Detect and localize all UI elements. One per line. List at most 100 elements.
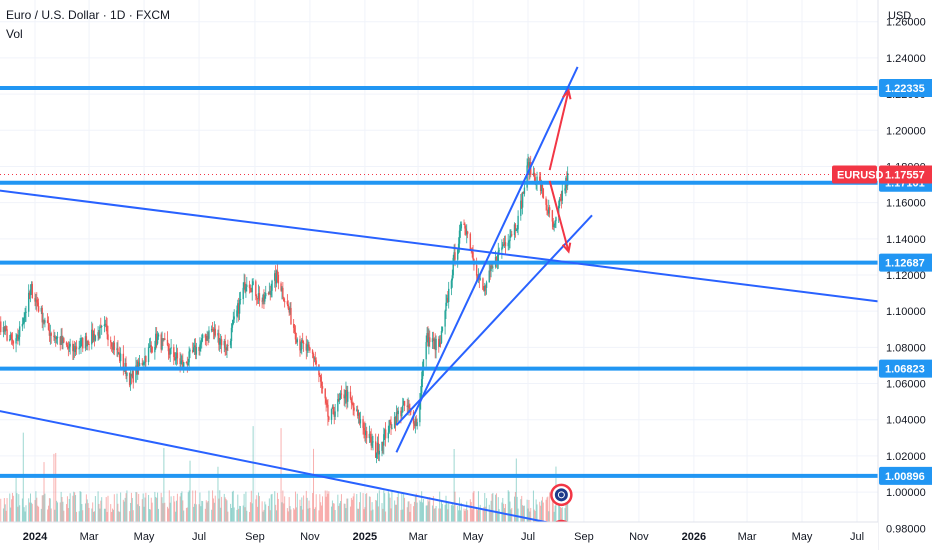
candle-body (446, 297, 448, 303)
volume-bar (502, 497, 504, 522)
candle-body (401, 412, 403, 417)
candle-body (41, 307, 43, 323)
volume-bar (138, 493, 140, 522)
volume-bar (496, 510, 498, 522)
candle-body (149, 345, 152, 347)
y-tick-label: 1.06000 (886, 379, 926, 391)
volume-bar (402, 509, 404, 522)
candle-body (364, 430, 366, 436)
candle-body (25, 311, 27, 314)
volume-bar (276, 510, 278, 522)
volume-bar (226, 500, 228, 522)
candle-body (555, 217, 557, 222)
y-tick-label: 1.04000 (886, 415, 926, 427)
candle-body (311, 350, 314, 354)
candle-body (502, 244, 504, 248)
volume-bar (309, 507, 311, 522)
price-labels: 1.223351.171011.126871.068231.008961.175… (832, 79, 932, 485)
candle-body (517, 215, 519, 230)
volume-bar (450, 505, 452, 522)
volume-bar (183, 510, 185, 522)
candle-body (16, 335, 18, 339)
candle-body (457, 243, 460, 250)
candle-body (403, 400, 406, 406)
currency-label[interactable]: USD (888, 10, 912, 22)
candle-body (116, 348, 118, 351)
candle-body (545, 198, 547, 205)
volume-bar (213, 502, 215, 522)
candle-body (226, 345, 228, 351)
candle-body (396, 412, 399, 415)
volume-bar (212, 490, 214, 522)
candle-body (331, 406, 334, 409)
candle-body (204, 334, 207, 338)
candle-body (515, 230, 518, 232)
candle-body (465, 228, 467, 235)
volume-bar (55, 452, 57, 522)
volume-bar (129, 511, 131, 522)
candle-body (299, 339, 301, 351)
candle-body (295, 339, 298, 343)
candle-body (501, 247, 503, 251)
volume-bar (60, 491, 62, 522)
candle-body (490, 266, 492, 272)
volume-bar (431, 505, 433, 522)
volume-bar (497, 497, 499, 522)
candle-body (382, 441, 384, 446)
candle-body (129, 373, 132, 386)
volume-bar (62, 501, 64, 522)
candle-body (174, 358, 177, 361)
volume-bar (105, 497, 107, 522)
event-marker-icon[interactable] (550, 483, 573, 507)
volume-bar (440, 501, 442, 522)
volume-bar (225, 498, 227, 522)
volume-bar (421, 491, 423, 522)
volume-bar (491, 493, 493, 522)
volume-bar (362, 493, 364, 522)
candle-body (333, 414, 335, 417)
candle-body (306, 345, 308, 351)
volume-bar (441, 503, 443, 522)
volume-bar (492, 492, 494, 522)
volume-indicator-label[interactable]: Vol (6, 27, 23, 41)
candle-body (540, 185, 543, 191)
volume-bar (514, 496, 515, 522)
candle-body (362, 419, 364, 428)
volume-bar (160, 492, 162, 522)
volume-bar (509, 501, 511, 522)
candle-body (457, 249, 459, 260)
volume-bar (343, 503, 345, 522)
volume-bar (305, 490, 307, 522)
candle-body (488, 270, 490, 283)
volume-bar (0, 498, 2, 522)
candle-body (372, 441, 374, 443)
candle-body (332, 406, 335, 415)
level-price-label: 1.12687 (885, 258, 925, 270)
candle-body (78, 347, 80, 350)
candle-body (463, 223, 465, 225)
candle-body (31, 284, 33, 299)
volume-bar (21, 498, 23, 522)
last-price-label: 1.17557 (885, 169, 925, 181)
candle-body (324, 388, 326, 399)
volume-bar (87, 503, 89, 522)
volume-bar (387, 491, 389, 522)
volume-bar (180, 492, 182, 522)
candle-body (268, 291, 271, 294)
candle-body (169, 348, 171, 355)
candle-body (6, 329, 8, 341)
candle-body (307, 344, 309, 346)
candle-body (394, 417, 397, 425)
volume-bar (238, 508, 240, 522)
volume-bar (313, 508, 315, 522)
candle-body (554, 221, 556, 225)
volume-bar (470, 501, 472, 522)
candle-body (130, 373, 133, 377)
volume-bar (419, 500, 421, 522)
candle-body (415, 418, 417, 426)
volume-bar (131, 497, 133, 522)
candle-body (145, 356, 147, 363)
candle-body (128, 372, 131, 386)
volume-bar (101, 497, 103, 522)
